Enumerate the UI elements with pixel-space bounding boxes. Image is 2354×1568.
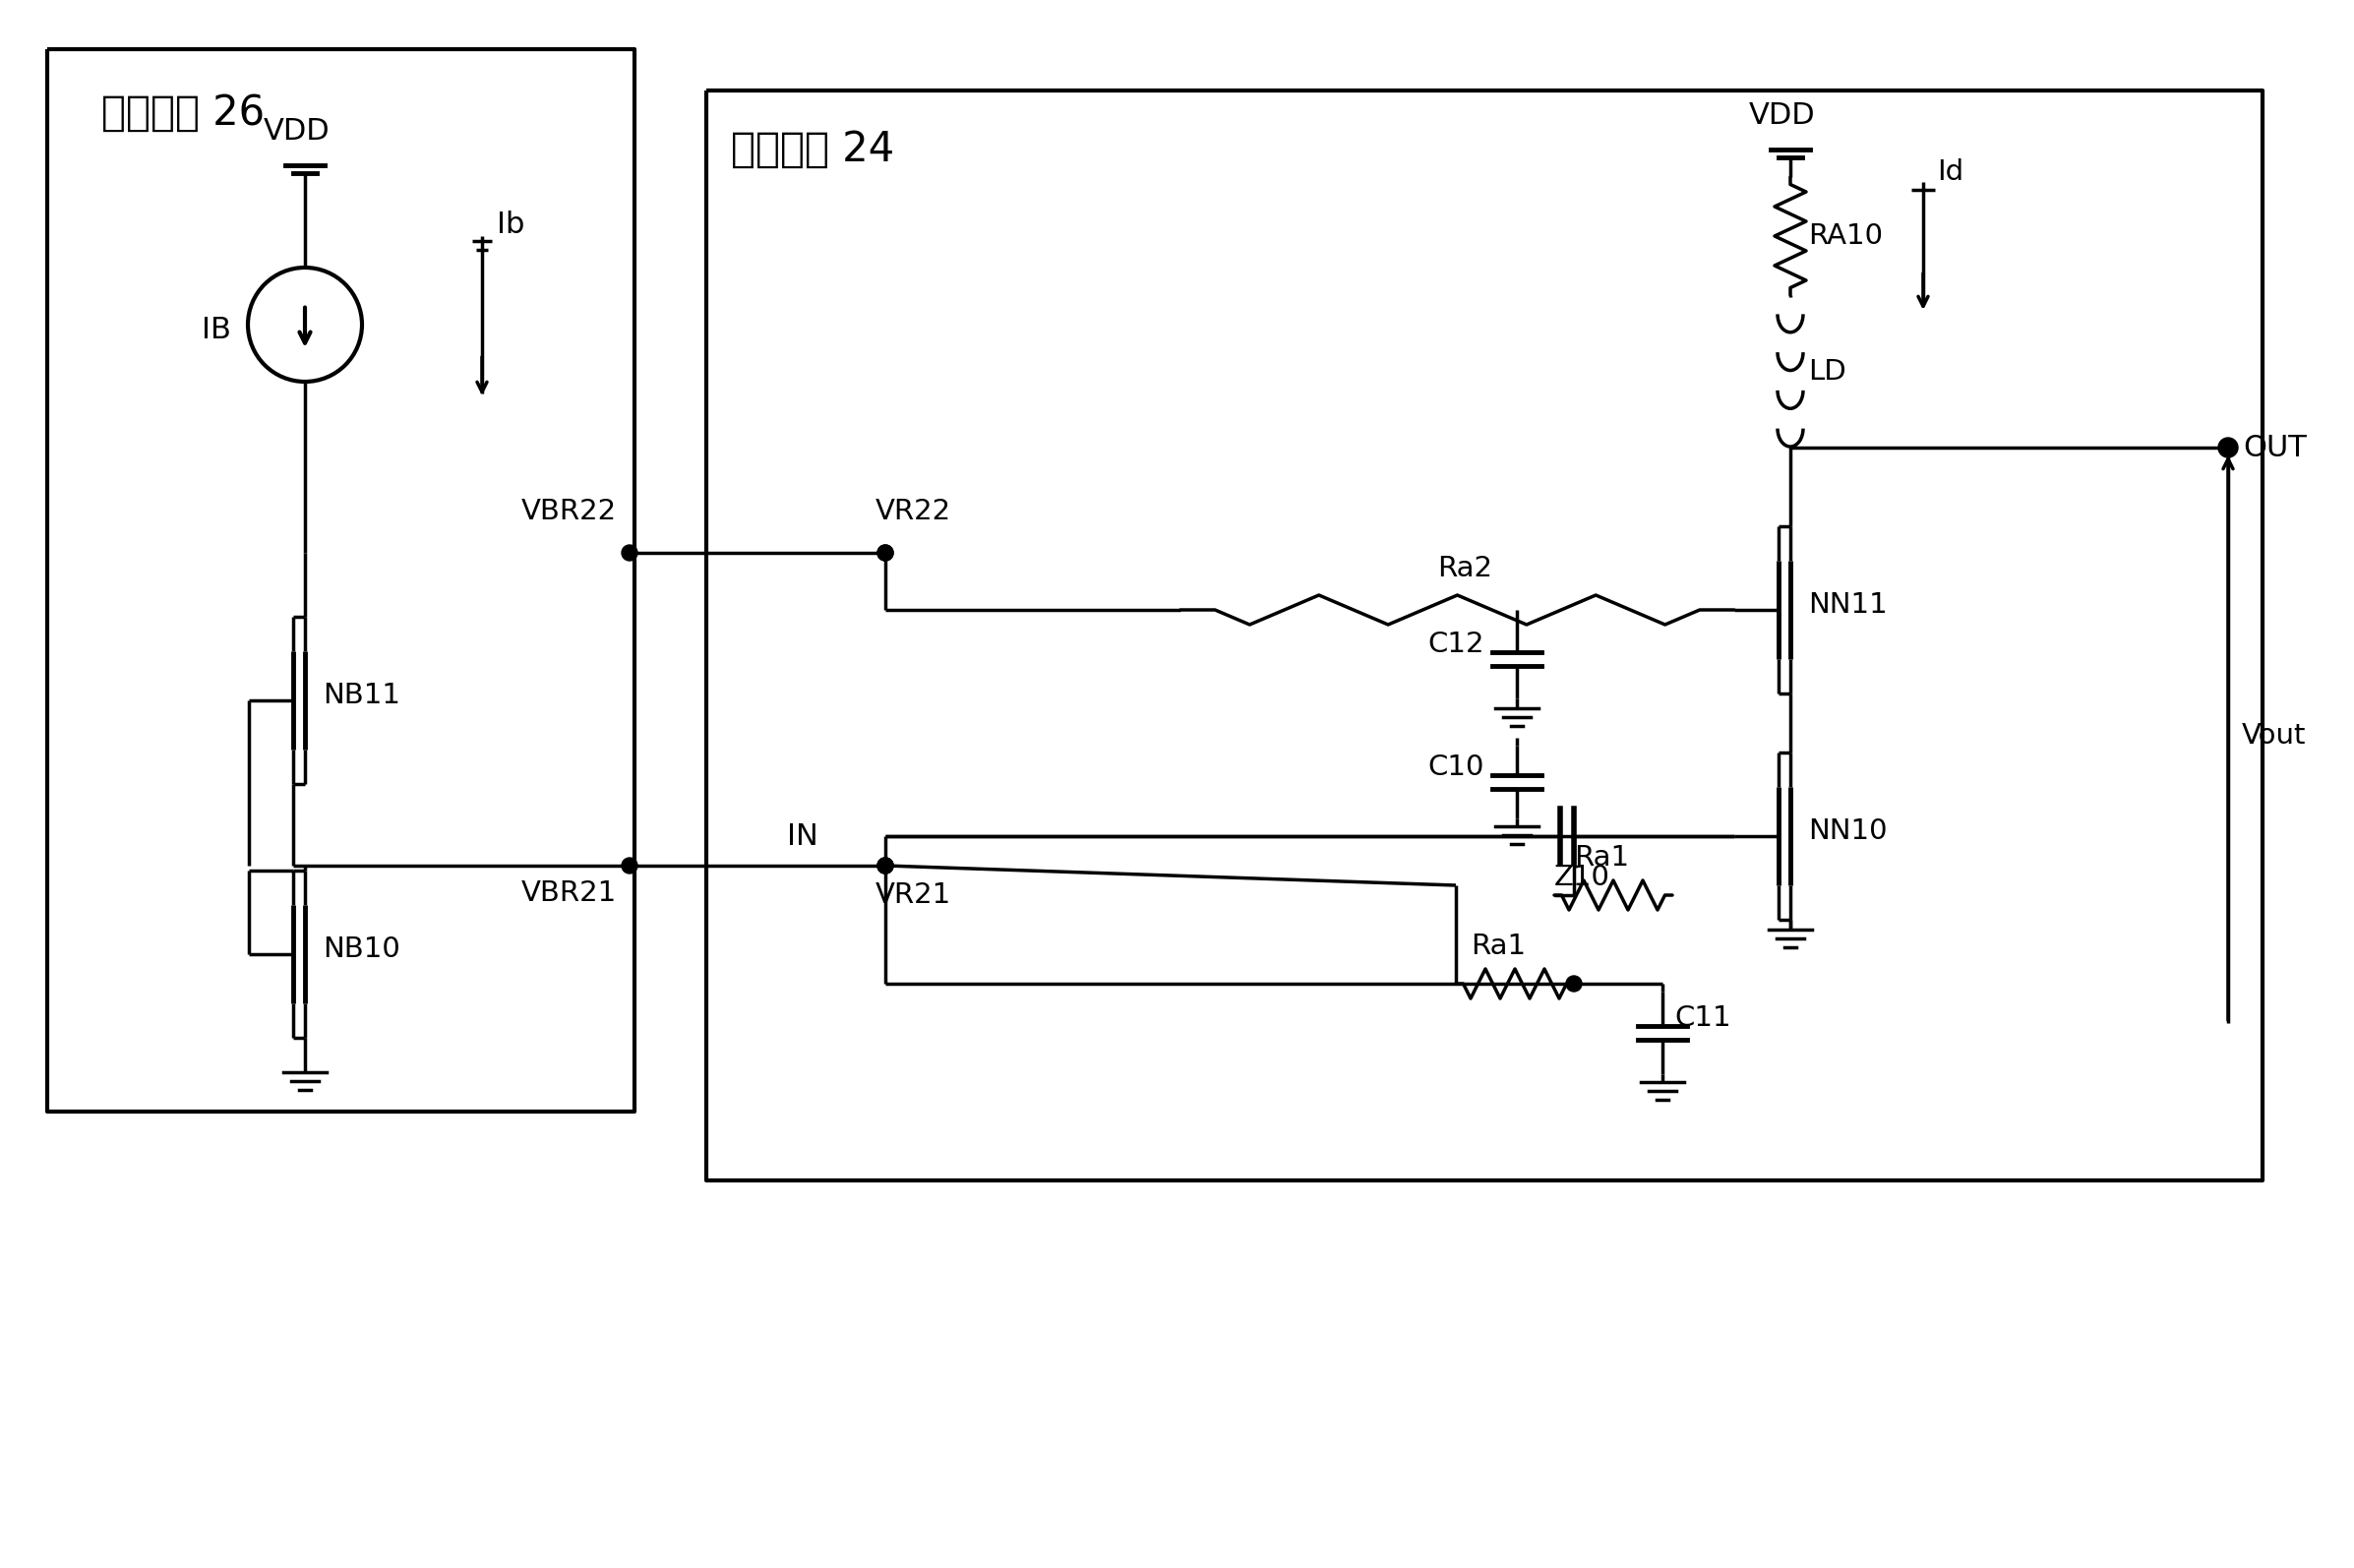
Circle shape [878, 546, 892, 561]
Circle shape [621, 858, 638, 873]
Text: VBR21: VBR21 [520, 880, 617, 906]
Text: Ra1: Ra1 [1575, 844, 1629, 872]
Text: Z10: Z10 [1554, 864, 1610, 891]
Circle shape [621, 546, 638, 561]
Text: VR21: VR21 [876, 881, 951, 909]
Circle shape [878, 858, 892, 873]
Text: NB10: NB10 [322, 936, 400, 963]
Text: Ra1: Ra1 [1471, 933, 1525, 960]
Text: Id: Id [1937, 158, 1963, 187]
Circle shape [878, 858, 892, 873]
Text: C10: C10 [1429, 754, 1485, 781]
Text: Vout: Vout [2241, 721, 2307, 750]
Text: 放大电路 24: 放大电路 24 [730, 129, 895, 171]
Text: RA10: RA10 [1808, 223, 1883, 249]
Text: Ra2: Ra2 [1438, 555, 1492, 582]
Text: VR22: VR22 [876, 497, 951, 525]
Text: VBR22: VBR22 [520, 497, 617, 525]
Text: 偏置电路 26: 偏置电路 26 [101, 93, 264, 133]
Text: OUT: OUT [2243, 433, 2307, 463]
Text: C11: C11 [1674, 1005, 1730, 1032]
Text: IN: IN [786, 822, 819, 850]
Circle shape [2217, 437, 2239, 458]
Text: NB11: NB11 [322, 682, 400, 709]
Text: VDD: VDD [1749, 100, 1815, 129]
Text: C12: C12 [1429, 630, 1485, 659]
Text: NN10: NN10 [1808, 817, 1888, 845]
Circle shape [878, 858, 892, 873]
Circle shape [1565, 975, 1582, 991]
Text: VDD: VDD [264, 116, 330, 146]
Text: IB: IB [202, 315, 231, 343]
Circle shape [878, 546, 892, 561]
Text: LD: LD [1808, 358, 1846, 386]
Text: NN11: NN11 [1808, 591, 1888, 619]
Text: Ib: Ib [497, 210, 525, 238]
